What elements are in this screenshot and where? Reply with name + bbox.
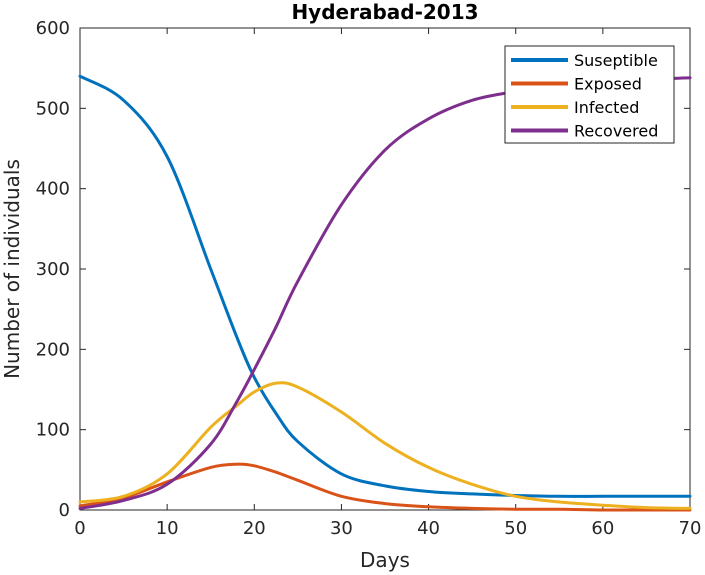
x-tick-label: 30 — [330, 518, 353, 539]
y-tick-label: 100 — [36, 420, 70, 441]
x-tick-label: 40 — [417, 518, 440, 539]
series-line-infected — [78, 381, 692, 510]
legend-label-exposed: Exposed — [574, 75, 642, 94]
legend-box — [504, 45, 675, 144]
y-tick-label: 200 — [36, 339, 70, 360]
legend: Suseptible Exposed Infected Recovered — [504, 45, 675, 144]
legend-label-suseptible: Suseptible — [574, 51, 658, 70]
legend-label-infected: Infected — [574, 98, 639, 117]
axis-ticks: 0 10 20 30 40 50 60 70 0 100 200 300 400 500 600 — [36, 18, 702, 539]
x-tick-label: 20 — [243, 518, 266, 539]
y-tick-label: 600 — [36, 18, 70, 39]
x-tick-label: 10 — [156, 518, 179, 539]
x-tick-label: 50 — [504, 518, 527, 539]
chart-title: Hyderabad-2013 — [291, 0, 478, 24]
x-tick-label: 70 — [679, 518, 702, 539]
x-tick-label: 0 — [74, 518, 85, 539]
y-tick-label: 0 — [59, 500, 70, 521]
series-line-exposed — [78, 462, 692, 512]
x-axis-label: Days — [360, 548, 410, 572]
legend-label-recovered: Recovered — [574, 122, 658, 141]
y-tick-label: 400 — [36, 179, 70, 200]
y-axis-label: Number of individuals — [0, 159, 24, 379]
x-tick-label: 60 — [591, 518, 614, 539]
y-tick-label: 500 — [36, 98, 70, 119]
y-tick-label: 300 — [36, 259, 70, 280]
series-line-suseptible — [78, 74, 692, 498]
